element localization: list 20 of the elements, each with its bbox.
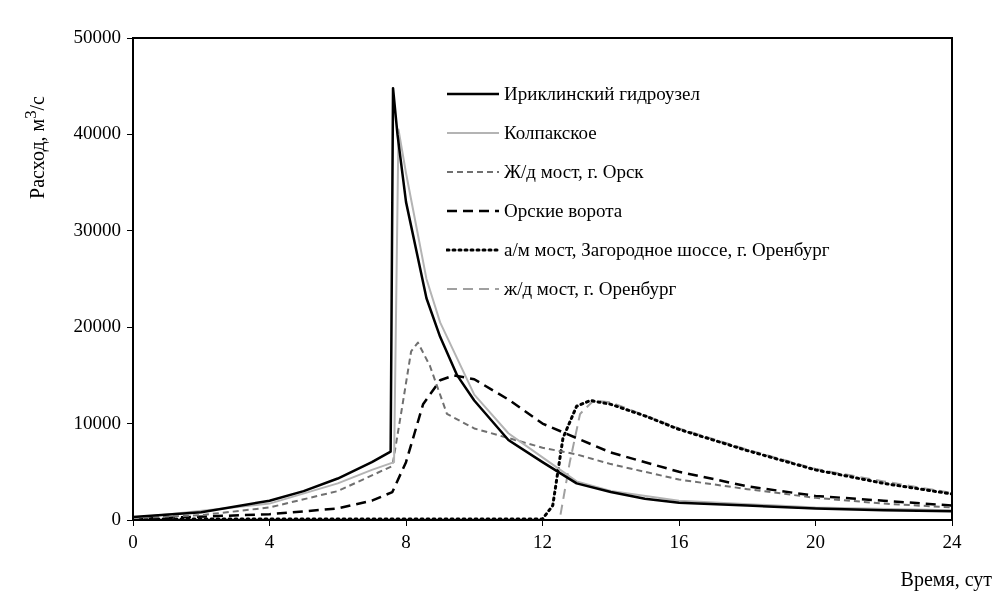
y-tick-label: 30000 bbox=[73, 218, 121, 240]
legend-label: Ириклинский гидроузел bbox=[504, 82, 701, 105]
x-tick-label: 12 bbox=[533, 531, 552, 553]
legend-label: Ж/д мост, г. Орск bbox=[504, 160, 644, 183]
y-tick-label: 10000 bbox=[73, 411, 121, 433]
x-axis-title: Время, сут bbox=[900, 568, 992, 591]
legend-label: а/м мост, Загородное шоссе, г. Оренбург bbox=[504, 238, 830, 261]
legend-label: Орские ворота bbox=[504, 199, 623, 222]
x-tick-label: 24 bbox=[942, 531, 962, 553]
x-tick-label: 8 bbox=[401, 531, 411, 553]
y-tick-label: 0 bbox=[111, 507, 121, 529]
y-tick-label: 50000 bbox=[73, 25, 121, 47]
x-tick-label: 16 bbox=[669, 531, 689, 553]
legend-label: Колпакское bbox=[504, 121, 597, 144]
legend-label: ж/д мост, г. Оренбург bbox=[504, 277, 677, 300]
x-tick-label: 0 bbox=[128, 531, 138, 553]
y-tick-label: 40000 bbox=[73, 122, 121, 144]
y-tick-label: 20000 bbox=[73, 315, 121, 337]
x-tick-label: 20 bbox=[806, 531, 825, 553]
x-tick-label: 4 bbox=[264, 531, 275, 553]
